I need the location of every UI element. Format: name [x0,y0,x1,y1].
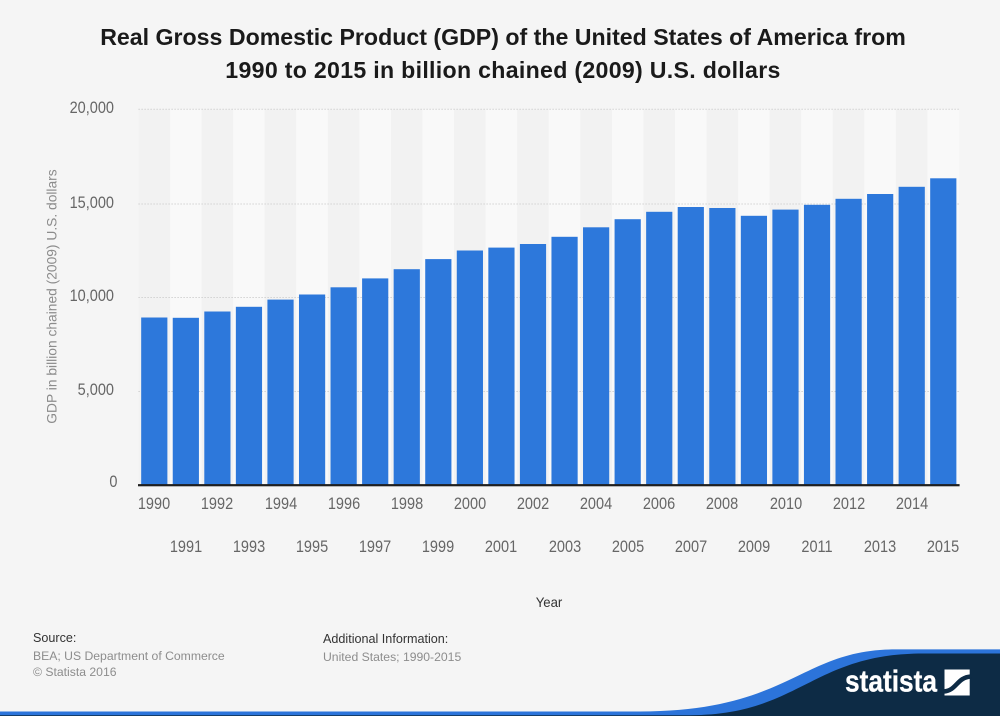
svg-text:statista: statista [845,664,938,699]
